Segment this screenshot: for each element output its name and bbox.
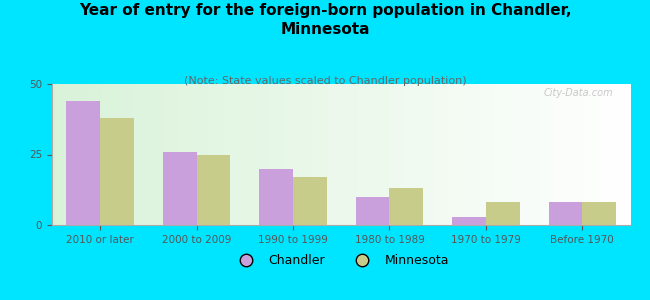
- Bar: [259, 169, 293, 225]
- Bar: [582, 202, 616, 225]
- Bar: [196, 154, 230, 225]
- Text: (Note: State values scaled to Chandler population): (Note: State values scaled to Chandler p…: [184, 76, 466, 86]
- Bar: [452, 217, 486, 225]
- Bar: [66, 101, 100, 225]
- Text: Year of entry for the foreign-born population in Chandler,
Minnesota: Year of entry for the foreign-born popul…: [79, 3, 571, 37]
- Bar: [100, 118, 134, 225]
- Text: City-Data.com: City-Data.com: [543, 88, 613, 98]
- Bar: [293, 177, 327, 225]
- Bar: [486, 202, 519, 225]
- Legend: Chandler, Minnesota: Chandler, Minnesota: [228, 249, 454, 272]
- Bar: [356, 197, 389, 225]
- Bar: [549, 202, 582, 225]
- Bar: [389, 188, 423, 225]
- Bar: [163, 152, 196, 225]
